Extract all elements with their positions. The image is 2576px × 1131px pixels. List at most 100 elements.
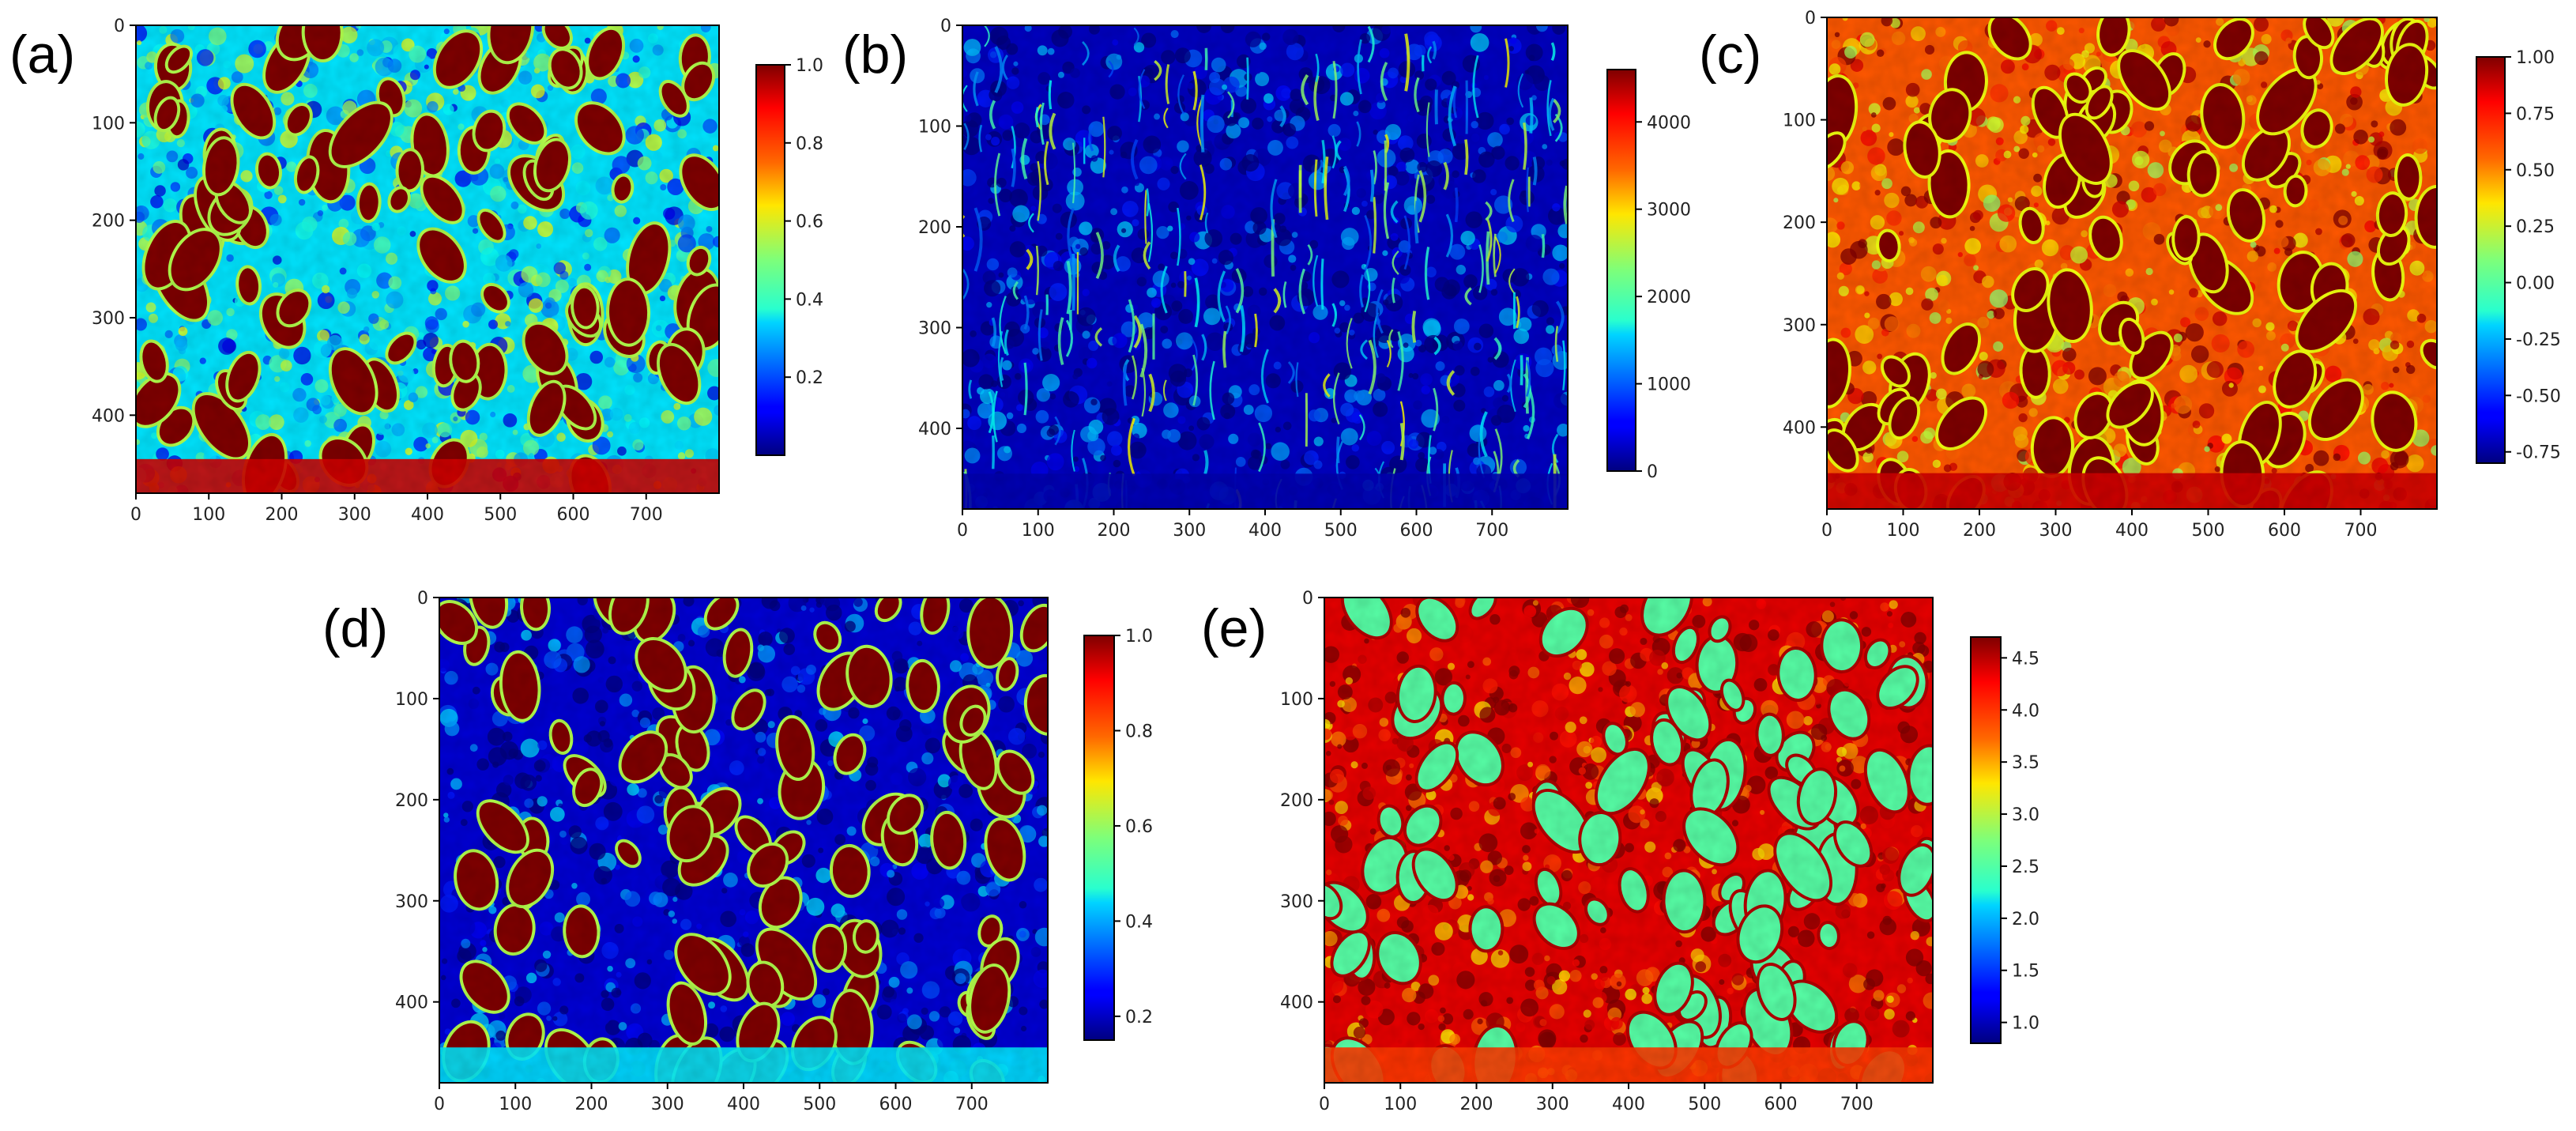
colorbar [1083, 635, 1115, 1041]
y-tick-label: 200 [92, 212, 125, 232]
x-tick-label: 0 [957, 521, 968, 541]
heatmap-noise [1827, 17, 2437, 509]
y-tick-label: 400 [1783, 418, 1816, 438]
y-tick-label: 300 [92, 309, 125, 329]
heatmap-field [1324, 598, 1933, 1083]
y-tick-label: 100 [918, 118, 951, 138]
heatmap-c: 0 100 200 300 400 500 600 7000100200300400-0.75… [1783, 9, 2561, 541]
x-tick-label: 0 [1821, 521, 1832, 541]
colorbar-tick-label: 0.00 [2516, 274, 2555, 294]
y-tick-label: 0 [1805, 9, 1816, 28]
colorbar-tick-label: 0.8 [1125, 722, 1153, 741]
y-tick-label: 0 [417, 589, 428, 609]
x-tick-label: 100 [1887, 521, 1920, 541]
y-tick-label: 200 [918, 218, 951, 238]
x-tick-label: 700 [2344, 521, 2378, 541]
x-tick-label: 200 [1098, 521, 1131, 541]
colorbar-tick-label: 2000 [1647, 288, 1691, 307]
panel-c: (c) 0 100 200 300 400 500 600 7000100200300400-… [1699, 9, 2561, 541]
colorbar-tick-label: -0.75 [2516, 443, 2561, 463]
x-tick-label: 100 [499, 1095, 532, 1114]
colorbar-tick-label: -0.50 [2516, 386, 2561, 406]
colorbar-tick-label: 0.75 [2516, 104, 2555, 124]
x-tick-label: 400 [1248, 521, 1282, 541]
x-tick-label: 400 [2115, 521, 2149, 541]
x-tick-label: 600 [1400, 521, 1433, 541]
panel-label-e: (e) [1201, 598, 1267, 658]
x-tick-label: 100 [192, 505, 225, 525]
y-tick-label: 400 [918, 420, 951, 439]
colorbar-tick-label: 1.0 [796, 56, 823, 76]
heatmap-a: 0 100 200 300 400 500 600 700 0 100 200 300 400 0.2 0.… [92, 17, 823, 525]
y-tick-label: 300 [918, 319, 951, 339]
colorbar-tick-label: 4000 [1647, 113, 1691, 133]
colorbar-tick-label: 0.50 [2516, 161, 2555, 181]
panel-label-d: (d) [322, 598, 388, 658]
heatmap-field [136, 25, 719, 493]
panel-b: (b) 0 100 200 300 400 500 600 70001002003004000… [842, 17, 1691, 541]
x-tick-label: 600 [879, 1095, 913, 1114]
panel-label-c: (c) [1699, 25, 1761, 85]
x-tick-label: 700 [630, 505, 663, 525]
heatmap-field [439, 598, 1048, 1083]
x-tick-label: 300 [651, 1095, 684, 1114]
y-tick-label: 0 [940, 17, 951, 36]
y-tick-label: 0 [114, 17, 125, 36]
y-tick-label: 100 [92, 114, 125, 134]
colorbar-tick-label: 1000 [1647, 375, 1691, 395]
y-tick-label: 100 [395, 690, 428, 710]
y-tick-label: 200 [1783, 213, 1816, 233]
panel-a: (a) 0 100 200 300 400 500 600 70001002003004000… [9, 17, 823, 525]
colorbar-tick-label: 1.0 [1125, 627, 1153, 647]
heatmap-field [1827, 17, 2437, 509]
colorbar-tick-label: 1.00 [2516, 48, 2555, 68]
panel-label-a: (a) [9, 25, 75, 85]
y-tick-label: 400 [92, 406, 125, 426]
colorbar-tick-label: 0.8 [796, 134, 823, 154]
colorbar [2476, 56, 2506, 464]
x-tick-label: 100 [1022, 521, 1055, 541]
x-tick-label: 700 [1475, 521, 1508, 541]
panel-e: (e) 0 100 200 300 400 500 600 70001002003004001… [1201, 589, 2039, 1114]
panel-label-b: (b) [842, 25, 908, 85]
x-tick-label: 500 [1324, 521, 1358, 541]
x-tick-label: 200 [266, 505, 299, 525]
colorbar-tick-label: 0.2 [796, 368, 823, 388]
x-tick-label: 300 [2039, 521, 2073, 541]
colorbar-tick-label: -0.25 [2516, 330, 2561, 350]
heatmap-d: 0 100 200 300 400 500 600 70001002003004000.20.… [395, 589, 1153, 1114]
colorbar [1606, 69, 1636, 472]
x-tick-label: 400 [411, 505, 444, 525]
y-tick-label: 100 [1783, 111, 1816, 131]
y-tick-label: 300 [395, 892, 428, 912]
x-tick-label: 400 [727, 1095, 760, 1114]
x-tick-label: 600 [557, 505, 590, 525]
y-tick-label: 400 [395, 993, 428, 1013]
colorbar-tick-label: 0.25 [2516, 217, 2555, 237]
colorbar [755, 64, 785, 456]
colorbar-tick-label: 3000 [1647, 201, 1691, 221]
x-tick-label: 500 [484, 505, 517, 525]
x-tick-label: 600 [2268, 521, 2301, 541]
x-tick-label: 200 [575, 1095, 608, 1114]
panel-d: (d) 0 100 200 300 400 500 600 70001002003004000… [322, 589, 1153, 1114]
colorbar-tick-label: 0.4 [796, 290, 823, 310]
colorbar-tick-label: 0 [1647, 462, 1658, 482]
x-tick-label: 300 [338, 505, 371, 525]
colorbar-tick-label: 0.2 [1125, 1008, 1153, 1027]
colorbar-tick-label: 0.6 [1125, 817, 1153, 837]
y-tick-label: 200 [395, 791, 428, 811]
x-tick-label: 0 [434, 1095, 445, 1114]
x-tick-label: 200 [1963, 521, 1996, 541]
heatmap-noise [136, 25, 719, 493]
colorbar-tick-label: 0.4 [1125, 912, 1153, 932]
x-tick-label: 0 [130, 505, 141, 525]
x-tick-label: 500 [2192, 521, 2225, 541]
x-tick-label: 700 [955, 1095, 989, 1114]
heatmap-b: 0 100 200 300 400 500 600 700010020030040001000… [918, 17, 1691, 541]
heatmap-noise [439, 598, 1048, 1083]
heatmap-e: 0 100 200 300 400 500 600 70001002003004001.01.… [1280, 589, 2039, 1114]
heatmap-noise [962, 25, 1568, 509]
colorbar-tick-label: 0.6 [796, 213, 823, 232]
